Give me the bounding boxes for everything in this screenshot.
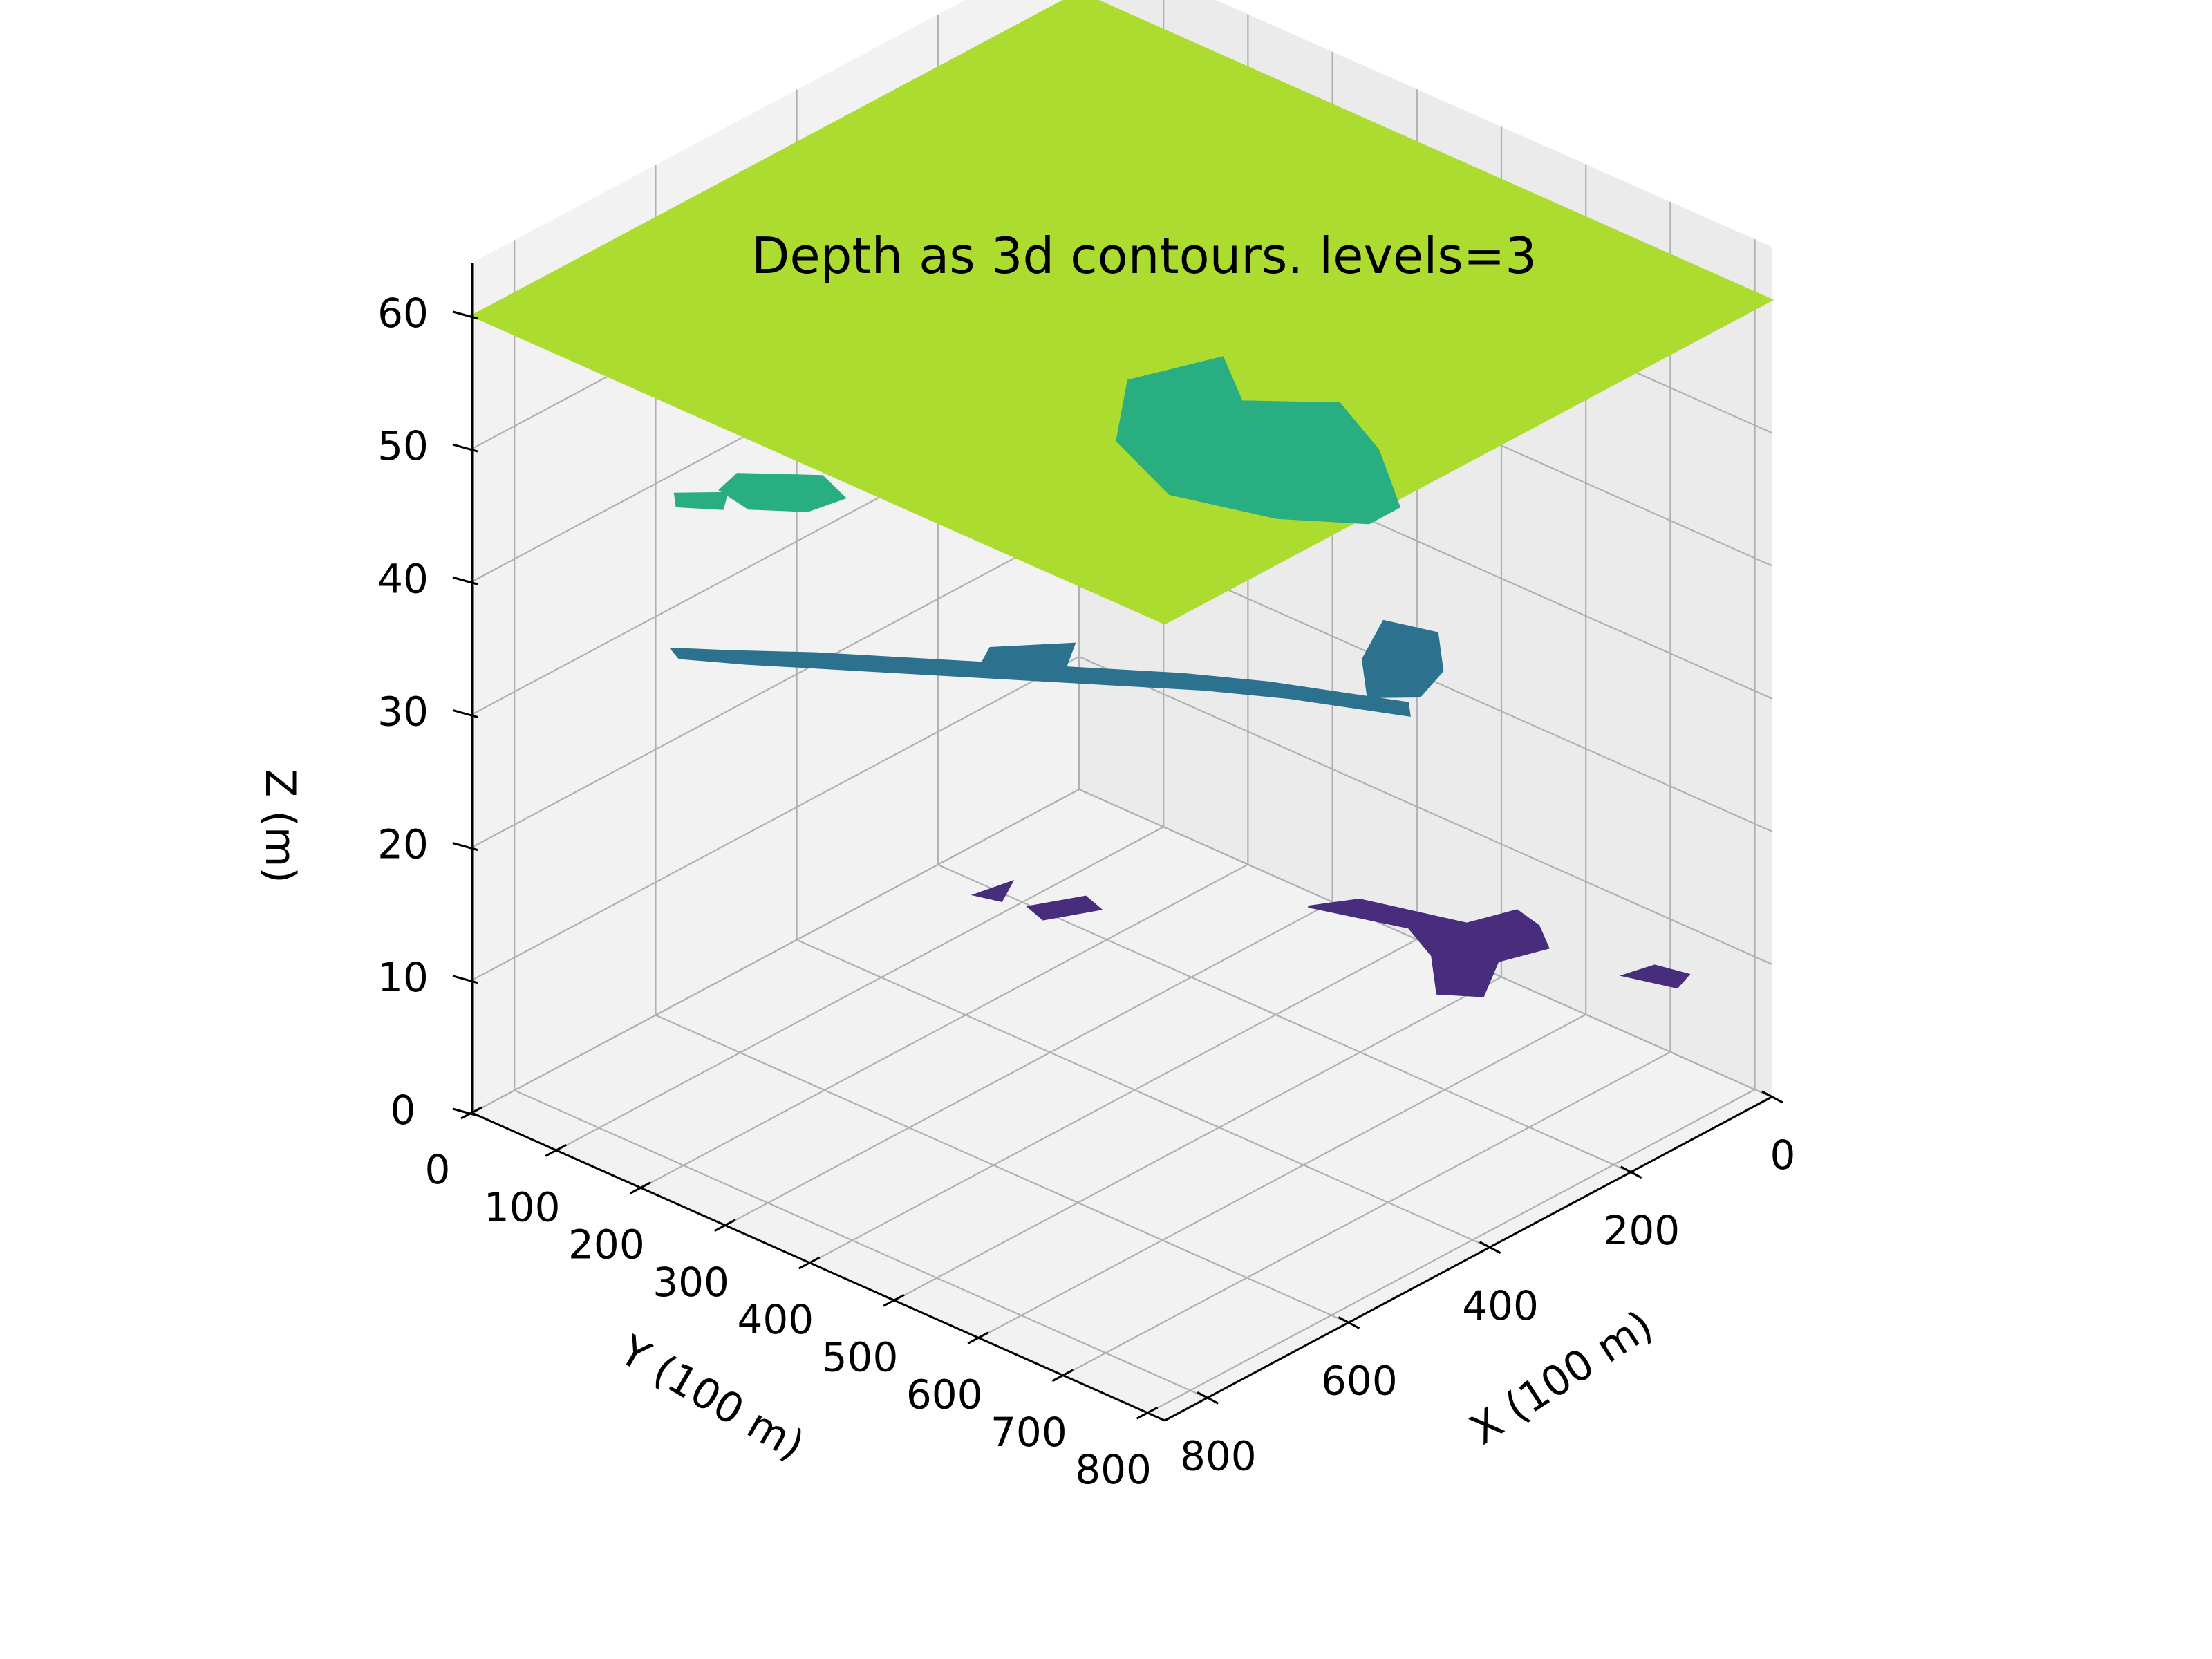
- y-tick-label: 400: [737, 1296, 814, 1343]
- z-tick-mark: [452, 310, 478, 320]
- y-gridline-floor: [1062, 1051, 1671, 1376]
- contour-region: [1116, 356, 1401, 525]
- y-tick-mark: [1051, 1369, 1074, 1382]
- x-tick-label: 600: [1321, 1358, 1398, 1405]
- z-tick-mark: [452, 1107, 478, 1117]
- contour-level: [669, 619, 1444, 717]
- y-tick-label: 0: [425, 1146, 451, 1193]
- y-tick-label: 800: [1075, 1446, 1152, 1493]
- y-tick-label: 700: [991, 1409, 1067, 1456]
- y-tick-label: 500: [822, 1333, 899, 1380]
- x-tick-mark: [1620, 1165, 1642, 1179]
- floor-pane: [472, 789, 1772, 1421]
- contour-region: [718, 473, 847, 512]
- z-tick-label: 20: [377, 821, 429, 868]
- x-tick-label: 200: [1603, 1207, 1680, 1254]
- contour-region: [1026, 895, 1103, 921]
- y-tick-label: 600: [906, 1371, 983, 1418]
- z-gridline-wall: [471, 523, 1080, 848]
- y-tick-label: 300: [653, 1259, 729, 1306]
- z-gridline-wall: [1078, 655, 1772, 965]
- z-tick-mark: [452, 709, 478, 718]
- z-tick-mark: [452, 842, 478, 852]
- z-axis-label: Z (m): [256, 769, 304, 883]
- y-tick-label: 100: [484, 1183, 561, 1230]
- x-tick-mark: [1197, 1391, 1219, 1405]
- x-gridline-floor: [796, 939, 1490, 1248]
- contour-region: [978, 642, 1076, 671]
- z-tick-mark: [452, 975, 478, 984]
- contour-level: [673, 356, 1401, 525]
- axis-lines: [452, 263, 1783, 1422]
- y-gridline-floor: [556, 826, 1164, 1152]
- y-gridline-floor: [978, 1013, 1586, 1339]
- x-axis-line: [1164, 1096, 1772, 1422]
- y-axis-line: [471, 1112, 1165, 1422]
- y-tick-mark: [1136, 1406, 1159, 1420]
- y-axis-label: Y (100 m): [611, 1326, 812, 1470]
- contour-level: [469, 0, 1774, 625]
- contour-region: [1619, 964, 1691, 989]
- z-tick-mark: [452, 576, 478, 585]
- x-tick-label: 0: [1770, 1132, 1796, 1179]
- contour-region: [1308, 898, 1550, 997]
- z-tick-mark: [452, 443, 478, 453]
- z-tick-label: 30: [377, 688, 429, 735]
- y-tick-mark: [545, 1143, 567, 1157]
- y-tick-mark: [798, 1256, 821, 1270]
- contour-levels: [469, 0, 1774, 997]
- y-gridline-floor: [809, 939, 1418, 1264]
- x-tick-mark: [1338, 1316, 1360, 1329]
- z-tick-label: 10: [377, 954, 429, 1001]
- x-tick-mark: [1479, 1241, 1501, 1254]
- x-gridline-floor: [514, 1089, 1208, 1399]
- y-tick-mark: [629, 1181, 652, 1194]
- y-gridline-floor: [894, 976, 1502, 1302]
- z-tick-label: 50: [377, 422, 429, 469]
- y-tick-mark: [883, 1294, 905, 1307]
- contour-level: [971, 879, 1691, 997]
- contour-region: [673, 491, 729, 510]
- y-gridline-floor: [640, 863, 1248, 1189]
- x-gridline-floor: [655, 1014, 1349, 1324]
- z-gridline-wall: [471, 789, 1080, 1114]
- contour-region: [469, 0, 1774, 625]
- chart-title: Depth as 3d contours. levels=3: [751, 227, 1537, 285]
- contour-region: [1361, 619, 1444, 698]
- z-tick-label: 0: [391, 1087, 416, 1134]
- z-gridline-wall: [471, 655, 1080, 981]
- z-tick-label: 60: [377, 290, 429, 337]
- x-tick-mark: [1761, 1090, 1783, 1104]
- y-tick-label: 200: [568, 1221, 645, 1268]
- tick-labels: 0200400600800010020030040050060070080001…: [377, 290, 1795, 1493]
- y-gridline-floor: [1147, 1089, 1756, 1414]
- y-tick-mark: [713, 1219, 736, 1232]
- y-gridline-floor: [725, 901, 1333, 1226]
- x-tick-label: 400: [1462, 1282, 1539, 1329]
- contour-region: [971, 879, 1015, 903]
- z-tick-label: 40: [377, 555, 429, 602]
- contour-region: [669, 647, 1411, 717]
- x-tick-label: 800: [1180, 1432, 1257, 1479]
- y-tick-mark: [967, 1331, 989, 1344]
